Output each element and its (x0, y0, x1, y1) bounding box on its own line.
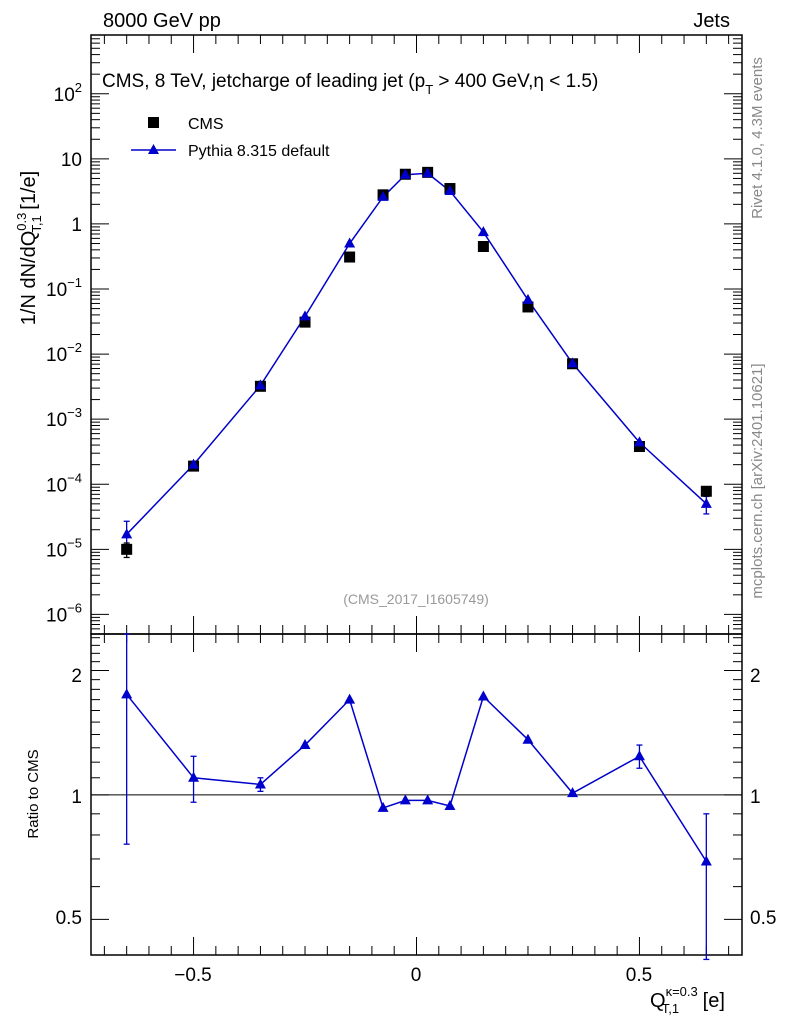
pythia-data-point (188, 458, 200, 469)
main-y-tick-label: 10−5 (46, 535, 82, 561)
x-axis-title: Qκ=0.3 T,1 [e] (650, 984, 725, 1016)
cms-data-point (633, 441, 645, 453)
x-tick-label-0: 0 (411, 965, 422, 986)
pythia-data-point (477, 226, 489, 237)
main-y-tick-label: 102 (54, 80, 82, 106)
x-axis-ticks (103, 35, 730, 955)
main-y-tick-label: 10−1 (46, 275, 82, 301)
ratio-data-point (633, 750, 645, 761)
legend-label-pythia: Pythia 8.315 default (188, 143, 330, 160)
header-left: 8000 GeV pp (103, 10, 221, 32)
mcplots-label: mcplots.cern.ch [arXiv:2401.10621] (749, 363, 766, 598)
main-y-tick-label: 10−4 (46, 470, 82, 496)
legend-marker-pythia (148, 144, 159, 154)
pythia-data-point (422, 167, 434, 178)
ratio-y-tick-right-2: 2 (750, 666, 761, 687)
main-y-axis-title: 1/N dN/dQ0.3T,1 [1/e] (14, 171, 44, 325)
ratio-data-point (522, 733, 534, 744)
legend-label-cms: CMS (188, 116, 224, 133)
ratio-data-point (299, 739, 311, 750)
rivet-label: Rivet 4.1.0, 4.3M events (749, 57, 766, 219)
ratio-series-line (126, 693, 707, 862)
cms-data-point (299, 316, 311, 328)
ratio-y-tick-0.5: 0.5 (56, 908, 82, 929)
pythia-data-point (399, 168, 411, 179)
x-tick-label-05: 0.5 (626, 965, 652, 986)
ratio-data-point (700, 855, 712, 866)
pythia-data-point (633, 436, 645, 447)
ratio-data-point (121, 688, 133, 699)
main-y-tick-label: 10 (61, 150, 82, 171)
ratio-data-point (377, 801, 389, 812)
analysis-tag: (CMS_2017_I1605749) (343, 591, 489, 607)
pythia-data-point (444, 185, 456, 196)
ratio-data-point (399, 794, 411, 805)
pythia-data-point (522, 293, 534, 304)
ratio-plot-data (121, 633, 712, 961)
legend: CMS Pythia 8.315 default (131, 116, 330, 160)
pythia-series-line (126, 172, 707, 535)
ratio-y-tick-1: 1 (71, 787, 82, 808)
main-axis-ticks (91, 34, 742, 635)
ratio-data-point (567, 787, 579, 798)
x-tick-label-neg05: −0.5 (174, 965, 212, 986)
cms-data-point (477, 241, 489, 253)
ratio-data-point (188, 771, 200, 782)
ratio-data-point (444, 800, 456, 811)
main-plot-data (121, 166, 712, 559)
ratio-y-tick-right-0.5: 0.5 (750, 908, 776, 929)
header-right: Jets (693, 10, 730, 32)
ratio-y-axis-title: Ratio to CMS (25, 749, 42, 838)
pythia-data-point (377, 190, 389, 201)
ratio-y-tick-right-1: 1 (750, 787, 761, 808)
pythia-data-point (299, 310, 311, 321)
ratio-data-point (477, 690, 489, 701)
legend-marker-cms (148, 117, 159, 128)
main-y-tick-label: 10−3 (46, 405, 82, 431)
cms-data-point (121, 543, 133, 555)
ratio-data-point (344, 693, 356, 704)
cms-data-point (522, 301, 534, 313)
pythia-data-point (700, 497, 712, 508)
pythia-data-point (344, 237, 356, 248)
ratio-axis-ticks (91, 637, 742, 920)
main-y-tick-label: 10−2 (46, 340, 82, 366)
pythia-data-point (121, 528, 133, 539)
cms-data-point (344, 251, 356, 263)
ratio-data-point (254, 778, 266, 789)
ratio-data-point (422, 794, 434, 805)
main-y-tick-label: 1 (71, 215, 82, 236)
main-y-tick-labels: 102 10 1 10−1 10−2 10−3 10−4 10−5 10−6 (46, 80, 82, 627)
main-y-tick-label: 10−6 (46, 600, 82, 626)
pythia-data-point (254, 379, 266, 390)
cms-data-point (700, 485, 712, 497)
ratio-y-tick-2: 2 (71, 666, 82, 687)
pythia-data-point (567, 357, 579, 368)
plot-title: CMS, 8 TeV, jetcharge of leading jet (pT… (102, 71, 598, 97)
